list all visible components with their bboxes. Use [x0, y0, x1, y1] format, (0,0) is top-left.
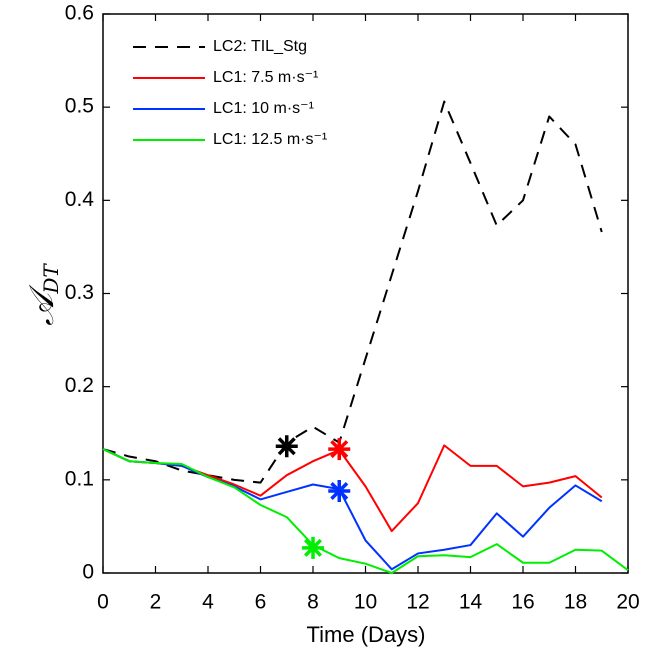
x-tick-label: 6	[255, 591, 267, 614]
series-line	[102, 100, 603, 484]
asterisk-marker	[275, 435, 298, 458]
legend-label: LC2: TIL_Stg	[213, 38, 307, 55]
series-line	[102, 448, 629, 574]
legend-label: LC1: 10 m·s⁻¹	[213, 100, 314, 117]
x-tick-label: 4	[202, 591, 214, 614]
x-axis-label: Time (Days)	[307, 622, 426, 647]
y-tick-label: 0.6	[65, 2, 94, 25]
y-tick-label: 0.4	[65, 188, 95, 211]
legend-label: LC1: 7.5 m·s⁻¹	[213, 69, 318, 86]
asterisk-marker	[302, 536, 324, 559]
y-tick-label: 0.3	[65, 281, 94, 304]
x-tick-label: 0	[97, 591, 109, 614]
x-tick-label: 20	[616, 591, 639, 614]
asterisk-marker	[328, 480, 351, 503]
y-label-subscript: DT	[39, 263, 63, 295]
asterisk-marker	[328, 438, 351, 461]
y-tick-label: 0.1	[65, 467, 94, 490]
series-line	[102, 444, 603, 533]
y-axis-label-group: 𝒜DT	[22, 263, 63, 326]
x-tick-label: 8	[307, 591, 319, 614]
y-tick-label: 0	[82, 561, 94, 584]
x-tick-label: 12	[406, 591, 429, 614]
y-tick-label: 0.5	[65, 95, 94, 118]
x-tick-label: 14	[459, 591, 483, 614]
x-tick-label: 2	[150, 591, 162, 614]
x-tick-label: 16	[511, 591, 534, 614]
y-tick-label: 0.2	[65, 374, 94, 397]
plot-frame	[102, 13, 629, 574]
x-tick-label: 18	[564, 591, 587, 614]
legend-label: LC1: 12.5 m·s⁻¹	[213, 131, 327, 148]
y-axis-label: 𝒜DT	[22, 263, 63, 326]
series-line	[102, 448, 603, 571]
x-tick-label: 10	[354, 591, 377, 614]
